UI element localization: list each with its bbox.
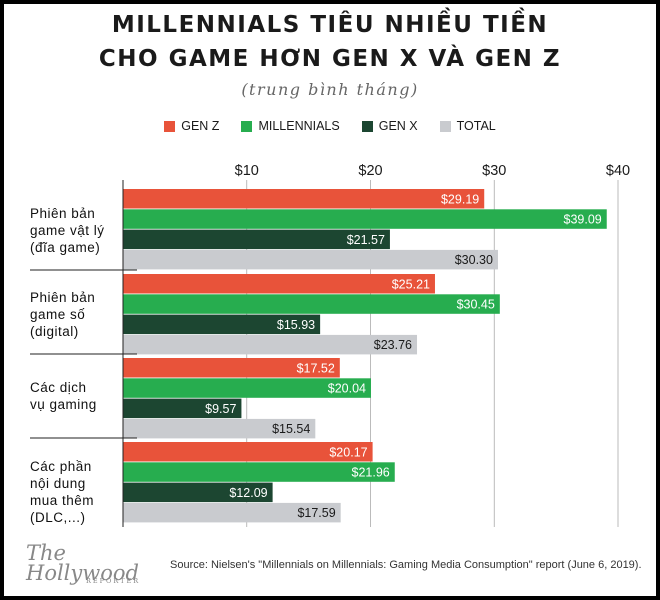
- category-label-services-line-1: Các dịch: [30, 380, 87, 395]
- bar-gen-x-cat1: [123, 229, 390, 250]
- legend-item-gen-x: GEN X: [361, 119, 418, 133]
- category-label-digital-line-2: game số: [30, 307, 86, 322]
- category-label-digital-line-1: Phiên bản: [30, 290, 96, 305]
- value-label-total-cat1: $30.30: [455, 253, 493, 267]
- value-label-gen-z-cat4: $20.17: [329, 445, 367, 459]
- category-label-dlc-line-1: Các phần: [30, 459, 92, 474]
- value-label-gen-x-cat3: $9.57: [205, 402, 236, 416]
- bar-gen-x-cat2: [123, 314, 321, 335]
- legend-item-total: TOTAL: [439, 119, 496, 133]
- legend-swatch-gen-z: [164, 120, 176, 132]
- category-label-physical-line-2: game vật lý: [30, 223, 105, 238]
- legend-item-millennials: MILLENNIALS: [241, 119, 340, 133]
- source-note: Source: Nielsen's "Millennials on Millen…: [170, 559, 642, 571]
- legend-swatch-millennials: [241, 120, 253, 132]
- value-label-gen-z-cat3: $17.52: [297, 361, 335, 375]
- legend-label-gen-x: GEN X: [378, 119, 418, 133]
- legend-label-gen-z: GEN Z: [181, 119, 220, 133]
- value-label-millennials-cat1: $39.09: [564, 213, 602, 227]
- value-label-total-cat2: $23.76: [374, 338, 412, 352]
- category-label-digital: Phiên bản game số (digital): [30, 289, 95, 340]
- legend: GEN Z MILLENNIALS GEN X TOTAL: [0, 119, 660, 133]
- category-label-services-line-2: vụ gaming: [30, 397, 97, 412]
- bar-total-cat2: [123, 334, 418, 355]
- bar-gen-z-cat4: [123, 442, 373, 462]
- x-tick-label-10: $10: [235, 163, 259, 179]
- value-label-gen-x-cat4: $12.09: [229, 486, 267, 500]
- bar-gen-x-cat3: [123, 398, 242, 419]
- value-label-millennials-cat2: $30.45: [457, 298, 495, 312]
- chart-title-line-2: CHO GAME HƠN GEN X VÀ GEN Z: [98, 46, 562, 72]
- bar-millennials-cat2: [123, 294, 500, 314]
- logo-wordmark: The Hollywood: [26, 541, 139, 585]
- legend-label-millennials: MILLENNIALS: [258, 119, 340, 133]
- chart-subtitle: (trung bình tháng): [241, 80, 419, 99]
- chart-title-line-1: MILLENNIALS TIÊU NHIỀU TIỀN: [111, 12, 549, 38]
- legend-label-total: TOTAL: [456, 119, 496, 133]
- bar-total-cat4: [123, 502, 341, 523]
- x-tick-label-30: $30: [482, 163, 506, 179]
- category-label-dlc-line-2: nội dung: [30, 476, 86, 491]
- legend-swatch-total: [439, 120, 451, 132]
- value-label-gen-x-cat1: $21.57: [347, 233, 385, 247]
- value-label-gen-z-cat1: $29.19: [441, 192, 479, 206]
- legend-item-gen-z: GEN Z: [164, 119, 219, 133]
- bar-millennials-cat4: [123, 462, 395, 482]
- category-label-digital-line-3: (digital): [30, 324, 79, 339]
- category-label-dlc-line-3: mua thêm: [30, 493, 95, 508]
- category-label-dlc: Các phần nội dung mua thêm (DLC,...): [30, 458, 94, 526]
- category-label-dlc-line-4: (DLC,...): [30, 510, 86, 525]
- legend-swatch-gen-x: [361, 120, 373, 132]
- value-label-total-cat4: $17.59: [297, 506, 335, 520]
- category-label-physical: Phiên bản game vật lý (đĩa game): [30, 205, 105, 256]
- bar-gen-z-cat3: [123, 358, 340, 378]
- bar-total-cat1: [123, 249, 498, 270]
- bar-millennials-cat3: [123, 378, 371, 398]
- bar-gen-z-cat2: [123, 274, 435, 294]
- value-label-gen-z-cat2: $25.21: [392, 277, 430, 291]
- category-label-physical-line-3: (đĩa game): [30, 240, 101, 255]
- bar-millennials-cat1: [123, 209, 607, 229]
- x-tick-label-20: $20: [358, 163, 382, 179]
- hollywood-reporter-logo: The Hollywood REPORTER: [26, 541, 141, 586]
- value-label-millennials-cat4: $21.96: [352, 466, 390, 480]
- bar-total-cat3: [123, 418, 316, 439]
- bar-gen-z-cat1: [123, 189, 485, 209]
- bar-gen-x-cat4: [123, 482, 273, 503]
- value-label-gen-x-cat2: $15.93: [277, 318, 315, 332]
- value-label-millennials-cat3: $20.04: [328, 382, 366, 396]
- category-label-services: Các dịch vụ gaming: [30, 379, 97, 413]
- value-label-total-cat3: $15.54: [272, 422, 310, 436]
- x-tick-label-40: $40: [606, 163, 630, 179]
- category-label-physical-line-1: Phiên bản: [30, 206, 96, 221]
- logo-subtext: REPORTER: [86, 577, 141, 585]
